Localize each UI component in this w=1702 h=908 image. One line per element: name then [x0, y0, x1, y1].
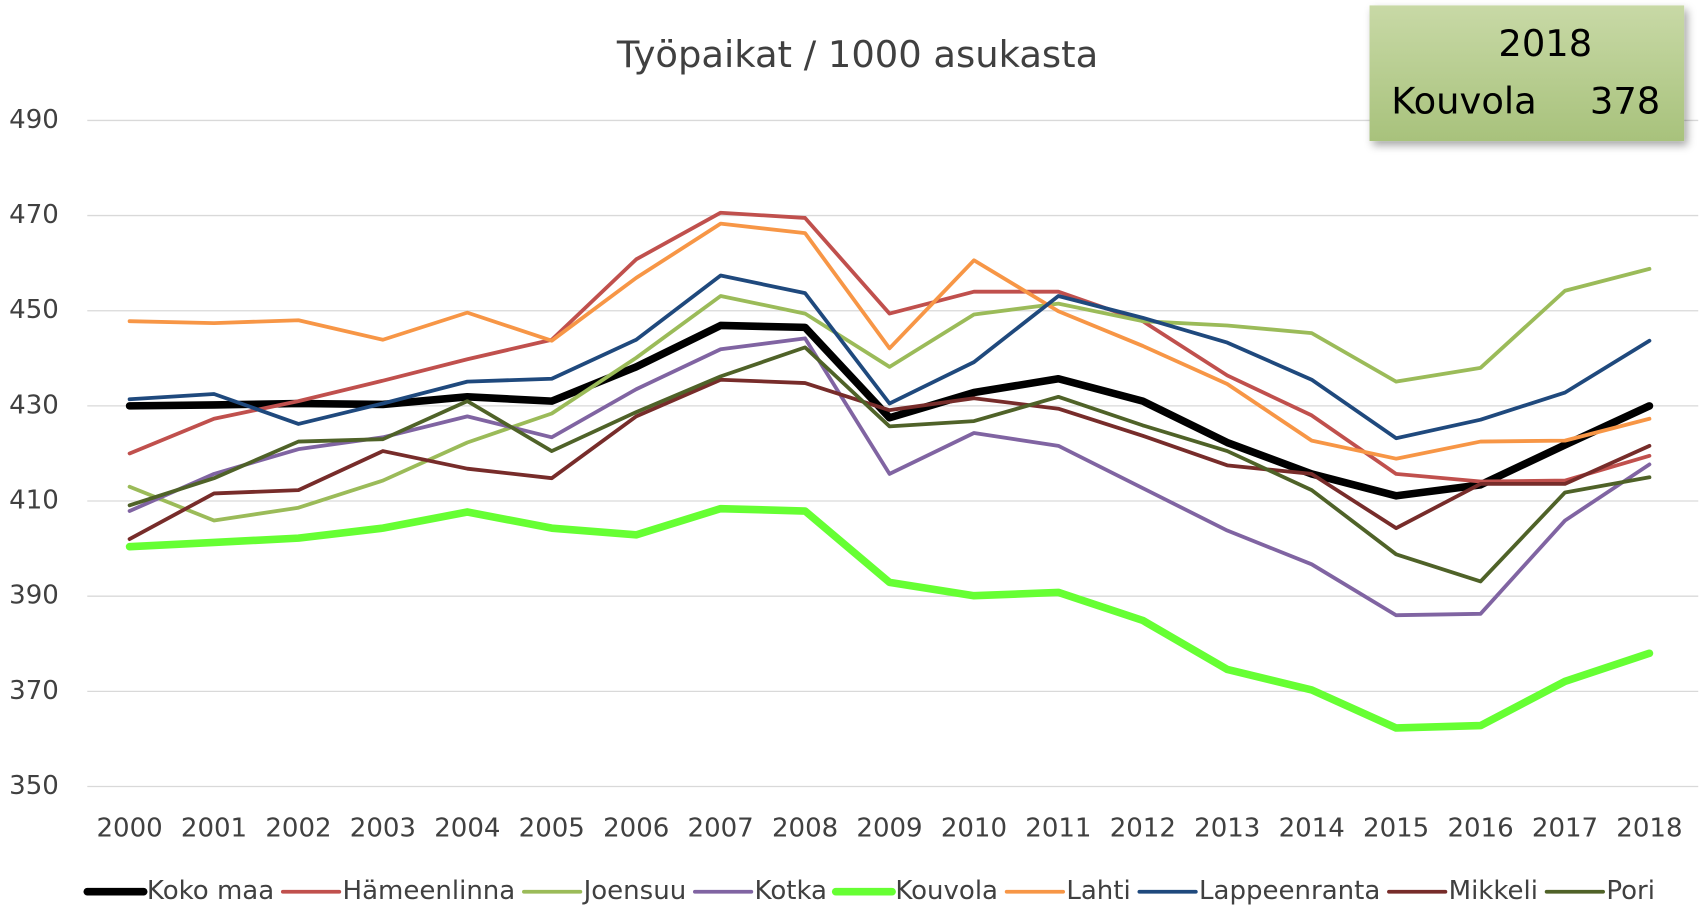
annotation-box: 2018 Kouvola 378: [1369, 5, 1685, 142]
legend-label: Koko maa: [147, 876, 274, 906]
annotation-background: [1369, 5, 1685, 142]
x-tick-label: 2002: [265, 813, 331, 843]
x-tick-label: 2010: [941, 813, 1007, 843]
x-tick-label: 2014: [1279, 813, 1345, 843]
plot-area: 350 370 390 410 430 450 470 490 2000 2001 2002 2003…: [9, 105, 1699, 843]
x-tick-label: 2000: [96, 813, 162, 843]
legend-label: Kotka: [755, 876, 827, 906]
legend-label: Joensuu: [582, 876, 687, 906]
y-tick-label: 430: [9, 390, 59, 420]
x-tick-label: 2013: [1194, 813, 1260, 843]
series-line: [127, 266, 1652, 523]
x-tick-label: 2005: [519, 813, 585, 843]
x-tick-label: 2006: [603, 813, 669, 843]
y-tick-label: 350: [9, 771, 59, 801]
y-tick-label: 470: [9, 200, 59, 230]
x-tick-label: 2015: [1363, 813, 1429, 843]
x-tick-label: 2018: [1616, 813, 1682, 843]
annotation-value: 378: [1590, 80, 1660, 123]
series-line: [127, 210, 1652, 484]
x-tick-label: 2007: [688, 813, 754, 843]
x-tick-label: 2001: [181, 813, 247, 843]
series-line: [127, 345, 1652, 584]
series-line: [125, 504, 1654, 732]
x-tick-label: 2008: [772, 813, 838, 843]
y-tick-label: 410: [9, 486, 59, 516]
chart-title: Työpaikat / 1000 asukasta: [616, 33, 1098, 76]
x-tick-label: 2004: [434, 813, 500, 843]
y-tick-label: 390: [9, 581, 59, 611]
y-tick-label: 370: [9, 676, 59, 706]
legend-label: Pori: [1606, 876, 1655, 906]
x-tick-label: 2017: [1532, 813, 1598, 843]
legend-label: Hämeenlinna: [343, 876, 516, 906]
legend-label: Lahti: [1066, 876, 1130, 906]
series-line: [127, 273, 1652, 441]
x-tick-label: 2009: [856, 813, 922, 843]
legend-label: Mikkeli: [1449, 876, 1538, 906]
x-tick-label: 2016: [1447, 813, 1513, 843]
x-tick-label: 2012: [1110, 813, 1176, 843]
x-tick-label: 2011: [1025, 813, 1091, 843]
legend-label: Kouvola: [895, 876, 998, 906]
x-tick-label: 2003: [350, 813, 416, 843]
y-tick-label: 450: [9, 295, 59, 325]
y-tick-label: 490: [9, 105, 59, 135]
legend-label: Lappeenranta: [1199, 876, 1380, 906]
annotation-title: 2018: [1498, 22, 1592, 65]
legend: Koko maa Hämeenlinna Joensuu Kotka Kouvola La…: [83, 876, 1655, 906]
series-line: [127, 221, 1652, 461]
series-line: [127, 377, 1652, 541]
annotation-label: Kouvola: [1391, 80, 1537, 123]
